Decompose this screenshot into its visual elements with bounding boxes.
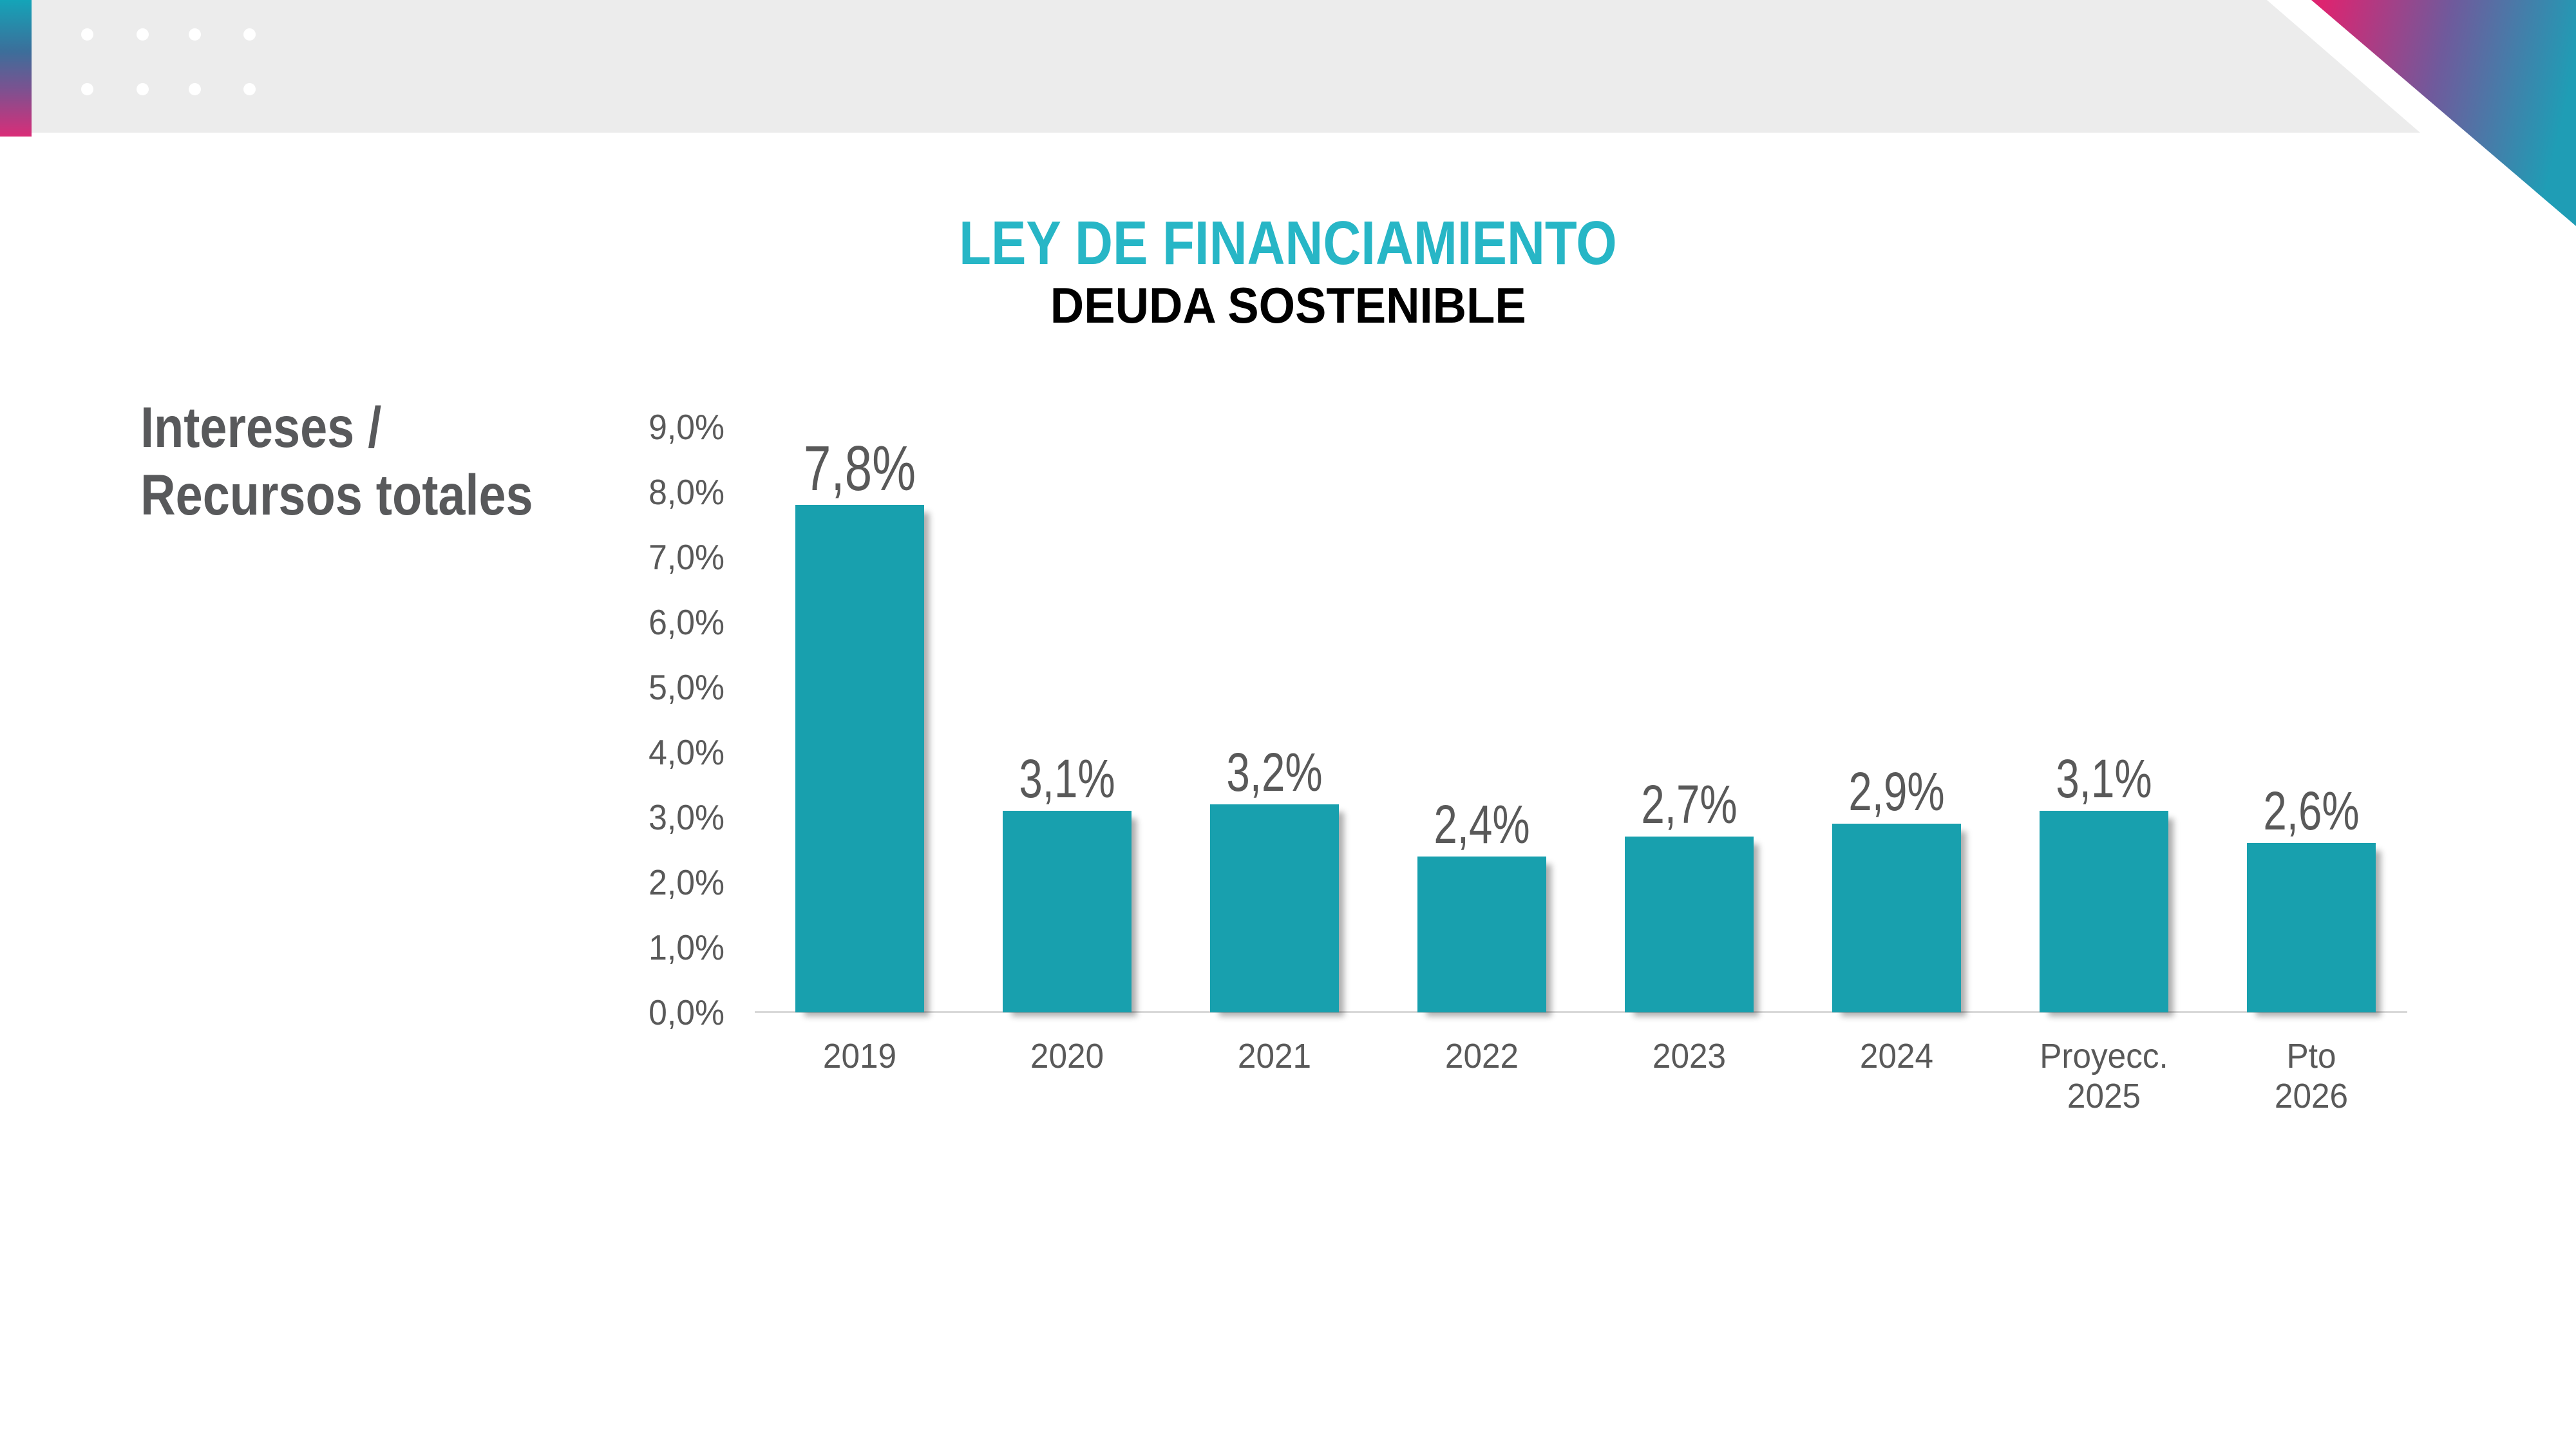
decor-dot	[136, 28, 149, 41]
y-axis-tick-label: 8,0%	[649, 472, 724, 512]
y-axis-tick-label: 4,0%	[649, 732, 724, 772]
x-axis-category-label: 2021	[1237, 1037, 1312, 1075]
slide-title: LEY DE FINANCIAMIENTO	[0, 213, 2576, 292]
x-axis-category-label: 2024	[1859, 1037, 1934, 1075]
bar-Proyecc-2025	[2040, 811, 2168, 1012]
bar-2021	[1210, 804, 1339, 1012]
slide-subtitle: DEUDA SOSTENIBLE	[0, 280, 2576, 345]
decor-dot	[243, 82, 256, 95]
y-axis-tick-label: 0,0%	[649, 992, 724, 1032]
decor-dot	[80, 28, 93, 41]
header-bar	[0, 0, 2420, 133]
x-axis-category-label: 2020	[1030, 1037, 1104, 1075]
x-axis-category-label: 2022	[1444, 1037, 1519, 1075]
bar-value-label: 3,2%	[1226, 742, 1323, 802]
y-axis-tick-label: 9,0%	[649, 407, 724, 447]
bar-value-label: 3,1%	[2056, 748, 2152, 809]
decor-dot	[80, 82, 93, 95]
decor-dot	[188, 82, 201, 95]
bar-value-label: 2,4%	[1434, 794, 1530, 855]
x-axis-line	[755, 1011, 2407, 1013]
x-axis-category-label: Pto 2026	[2274, 1037, 2349, 1115]
x-axis-category-label: 2019	[822, 1037, 897, 1075]
bar-2022	[1417, 857, 1546, 1012]
bar-value-label: 2,6%	[2263, 781, 2360, 841]
y-axis-tick-label: 5,0%	[649, 667, 724, 707]
bar-2023	[1625, 837, 1754, 1012]
slide-subtitle-text: DEUDA SOSTENIBLE	[1050, 277, 1526, 334]
bar-2020	[1003, 811, 1132, 1012]
y-axis-title: Intereses / Recursos totales	[140, 393, 533, 529]
decor-dot	[136, 82, 149, 95]
y-axis-tick-label: 2,0%	[649, 862, 724, 902]
y-axis-title-line2: Recursos totales	[140, 462, 533, 527]
bar-2019	[795, 505, 924, 1012]
bar-value-label: 7,8%	[803, 433, 916, 504]
bar-value-label: 2,9%	[1848, 761, 1945, 822]
decor-dot	[188, 28, 201, 41]
left-gradient-strip	[0, 0, 32, 137]
y-axis-tick-label: 6,0%	[649, 602, 724, 642]
y-axis-title-line1: Intereses /	[140, 395, 382, 459]
bar-2024	[1832, 824, 1961, 1012]
x-axis-category-label: Proyecc. 2025	[2040, 1037, 2168, 1115]
bar-Pto-2026	[2247, 843, 2376, 1012]
decor-dot	[243, 28, 256, 41]
y-axis-tick-label: 3,0%	[649, 797, 724, 837]
bar-value-label: 2,7%	[1641, 774, 1738, 835]
y-axis-tick-label: 1,0%	[649, 927, 724, 967]
y-axis-tick-label: 7,0%	[649, 537, 724, 577]
x-axis-category-label: 2023	[1652, 1037, 1727, 1075]
bar-value-label: 3,1%	[1019, 748, 1115, 809]
slide-title-text: LEY DE FINANCIAMIENTO	[959, 209, 1617, 278]
